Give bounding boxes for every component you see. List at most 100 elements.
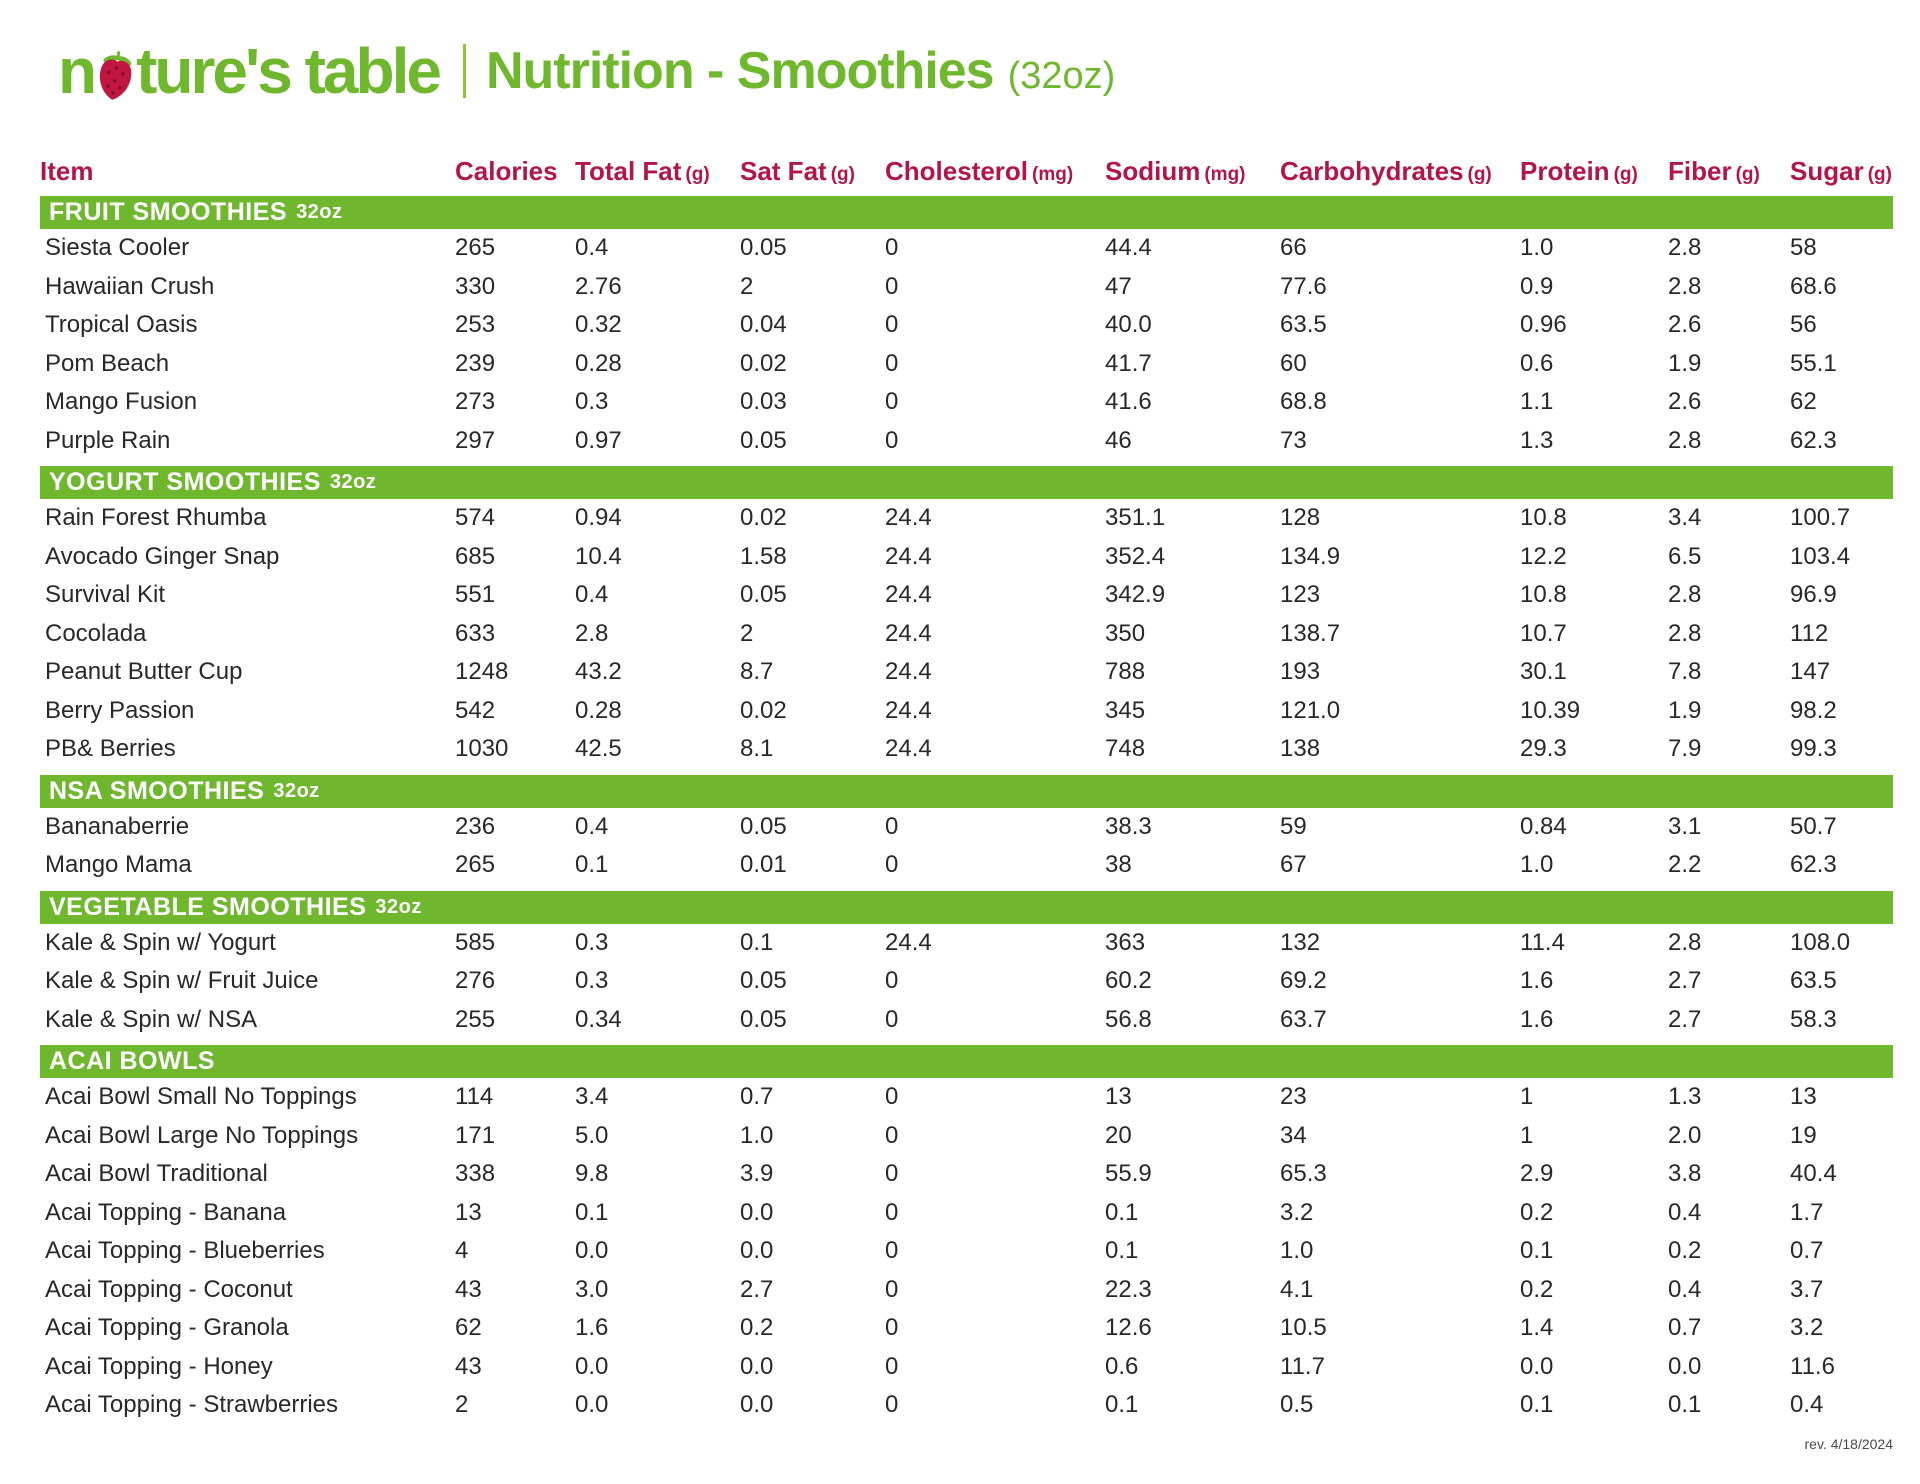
- value-cell: 67: [1280, 851, 1307, 879]
- value-cell: 0: [885, 234, 899, 262]
- value-cell: 73: [1280, 426, 1307, 454]
- column-header: Carbohydrates (g): [1280, 156, 1520, 187]
- value-cell: 3.0: [575, 1275, 609, 1303]
- value-cell: 2.7: [1668, 967, 1702, 995]
- column-header-label: Carbohydrates: [1280, 156, 1464, 186]
- brand-logo: n ture's table: [58, 34, 442, 108]
- value-cell: 65.3: [1280, 1160, 1327, 1188]
- item-name-cell: Peanut Butter Cup: [45, 658, 243, 686]
- value-cell: 0: [885, 1314, 899, 1342]
- value-cell: 47: [1105, 272, 1132, 300]
- value-cell: 0: [885, 1352, 899, 1380]
- value-cell: 633: [455, 619, 496, 647]
- column-header: Total Fat (g): [575, 156, 740, 187]
- value-cell: 342.9: [1105, 581, 1166, 609]
- item-name-cell: Acai Topping - Strawberries: [45, 1391, 339, 1419]
- table-row: Acai Topping - Granola 62 1.6 0.2 0 12.6 10.5 1…: [40, 1309, 1893, 1348]
- value-cell: 63.5: [1280, 311, 1327, 339]
- value-cell: 363: [1105, 928, 1146, 956]
- column-header-label: Sodium: [1105, 156, 1201, 186]
- value-cell: 24.4: [885, 619, 932, 647]
- value-cell: 1.6: [1520, 1005, 1554, 1033]
- column-header-label: Sat Fat: [740, 156, 827, 186]
- value-cell: 24.4: [885, 504, 932, 532]
- item-name-cell: Acai Bowl Traditional: [45, 1160, 268, 1188]
- title-divider: [462, 44, 466, 98]
- value-cell: 60.2: [1105, 967, 1152, 995]
- value-cell: 55.9: [1105, 1160, 1152, 1188]
- value-cell: 10.8: [1520, 504, 1567, 532]
- value-cell: 13: [455, 1198, 482, 1226]
- value-cell: 10.39: [1520, 696, 1581, 724]
- section-size: 32oz: [273, 779, 320, 802]
- value-cell: 542: [455, 696, 496, 724]
- table-row: Purple Rain 297 0.97 0.05 0 46 73 1.3 2.8 62.3: [40, 422, 1893, 461]
- value-cell: 2.8: [1668, 581, 1702, 609]
- value-cell: 297: [455, 426, 496, 454]
- page-header: n ture's table Nutri: [58, 34, 1115, 108]
- value-cell: 0.84: [1520, 812, 1567, 840]
- table-column-headers: Item Calories Total Fat (g) Sat Fat (g) Choles…: [40, 140, 1893, 196]
- value-cell: 8.7: [740, 658, 774, 686]
- table-row: Tropical Oasis 253 0.32 0.04 0 40.0 63.5 0.96 2.…: [40, 306, 1893, 345]
- value-cell: 128: [1280, 504, 1321, 532]
- value-cell: 11.7: [1280, 1352, 1325, 1380]
- value-cell: 60: [1280, 349, 1307, 377]
- section-header: VEGETABLE SMOOTHIES 32oz: [40, 890, 1893, 924]
- value-cell: 132: [1280, 928, 1321, 956]
- value-cell: 0.1: [1668, 1391, 1702, 1419]
- strawberry-icon: [99, 51, 132, 100]
- value-cell: 1.0: [740, 1121, 774, 1149]
- value-cell: 0.6: [1520, 349, 1554, 377]
- value-cell: 0.1: [575, 1198, 609, 1226]
- value-cell: 62.3: [1790, 851, 1837, 879]
- value-cell: 2.6: [1668, 388, 1702, 416]
- item-name-cell: Purple Rain: [45, 426, 171, 454]
- value-cell: 1.0: [1520, 851, 1554, 879]
- value-cell: 0: [885, 1160, 899, 1188]
- value-cell: 0.02: [740, 696, 787, 724]
- value-cell: 236: [455, 812, 496, 840]
- value-cell: 0.01: [740, 851, 787, 879]
- value-cell: 0.28: [575, 696, 622, 724]
- value-cell: 11.6: [1790, 1352, 1835, 1380]
- item-name-cell: Tropical Oasis: [45, 311, 198, 339]
- value-cell: 30.1: [1520, 658, 1567, 686]
- value-cell: 2.8: [1668, 928, 1702, 956]
- value-cell: 0.0: [575, 1237, 609, 1265]
- value-cell: 0.05: [740, 581, 787, 609]
- value-cell: 2.8: [1668, 272, 1702, 300]
- table-row: Survival Kit 551 0.4 0.05 24.4 342.9 123 10.8 2.…: [40, 576, 1893, 615]
- value-cell: 0: [885, 349, 899, 377]
- column-header-label: Cholesterol: [885, 156, 1029, 186]
- value-cell: 0.3: [575, 928, 609, 956]
- column-header-unit: (mg): [1204, 164, 1246, 185]
- value-cell: 0: [885, 1237, 899, 1265]
- value-cell: 77.6: [1280, 272, 1327, 300]
- column-header-label: Item: [40, 156, 94, 186]
- value-cell: 3.1: [1668, 812, 1702, 840]
- value-cell: 114: [455, 1083, 494, 1111]
- item-name-cell: Acai Topping - Granola: [45, 1314, 289, 1342]
- item-name-cell: Survival Kit: [45, 581, 166, 609]
- value-cell: 2.8: [575, 619, 609, 647]
- value-cell: 0.2: [1520, 1275, 1554, 1303]
- value-cell: 4.1: [1280, 1275, 1314, 1303]
- value-cell: 34: [1280, 1121, 1307, 1149]
- item-name-cell: Rain Forest Rhumba: [45, 504, 267, 532]
- column-header-unit: (g): [1867, 164, 1892, 185]
- value-cell: 2.7: [740, 1275, 774, 1303]
- table-row: Acai Topping - Banana 13 0.1 0.0 0 0.1 3.2 0.2 0…: [40, 1194, 1893, 1233]
- value-cell: 0.4: [1668, 1198, 1702, 1226]
- value-cell: 7.8: [1668, 658, 1702, 686]
- value-cell: 265: [455, 851, 496, 879]
- table-row: PB& Berries 1030 42.5 8.1 24.4 748 138 29.3 7.9 9…: [40, 730, 1893, 769]
- nutrition-table: Item Calories Total Fat (g) Sat Fat (g) Choles…: [40, 140, 1893, 1425]
- value-cell: 100.7: [1790, 504, 1851, 532]
- value-cell: 98.2: [1790, 696, 1837, 724]
- section-header: ACAI BOWLS: [40, 1045, 1893, 1078]
- value-cell: 0.4: [575, 812, 609, 840]
- column-header: Cholesterol (mg): [885, 156, 1105, 187]
- value-cell: 56.8: [1105, 1005, 1152, 1033]
